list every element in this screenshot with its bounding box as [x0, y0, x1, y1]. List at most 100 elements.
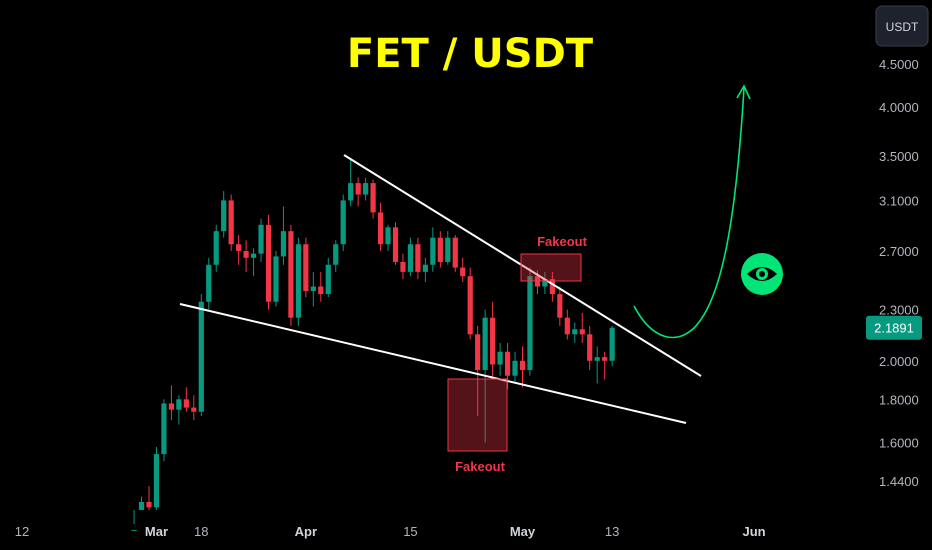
candle-body: [153, 454, 160, 508]
upper-trendline: [343, 154, 702, 377]
candle-body: [176, 399, 182, 410]
candle-body: [288, 231, 294, 318]
candle-body: [318, 286, 324, 295]
candles-series: [131, 158, 615, 531]
candle-body: [236, 244, 242, 251]
candle-body: [549, 279, 555, 295]
candle-body: [452, 237, 458, 268]
candle-body: [437, 237, 443, 262]
candle-body: [198, 301, 204, 412]
candle-body: [273, 256, 279, 302]
candle-body: [243, 250, 249, 258]
candle-body: [146, 501, 152, 508]
candle-body: [527, 276, 533, 371]
x-tick-label: 18: [194, 524, 208, 539]
candle-body: [564, 317, 570, 335]
x-tick-label: 12: [15, 524, 29, 539]
candle-body: [557, 294, 563, 318]
candle-body: [213, 231, 219, 265]
x-axis[interactable]: 12 Mar 18 Apr 15 May 13 Jun: [15, 524, 766, 539]
candle-body: [602, 357, 608, 361]
chart-title: FET / USDT: [347, 31, 594, 77]
candle-body: [183, 399, 189, 408]
candle-body: [579, 329, 585, 335]
candle-body: [445, 237, 451, 262]
fakeout-label-lower: Fakeout: [455, 459, 506, 474]
candle-body: [258, 224, 264, 254]
candle-body: [280, 231, 287, 257]
candle-body: [542, 279, 548, 287]
projection-arrow: [633, 84, 751, 339]
candle-body: [265, 224, 272, 302]
y-tick-label: 3.5000: [879, 149, 919, 164]
candle-body: [228, 200, 234, 245]
candle-body: [392, 227, 399, 262]
candle-body: [138, 501, 145, 510]
candle-body: [482, 317, 488, 371]
candle-body: [333, 244, 339, 265]
candle-body: [355, 183, 361, 195]
y-tick-label: 2.3000: [879, 303, 919, 318]
candle-body: [295, 244, 301, 318]
candle-body: [131, 529, 137, 531]
candle-body: [422, 264, 428, 272]
lower-trendline: [179, 303, 687, 424]
candle-body: [250, 253, 257, 258]
candle-body: [168, 403, 174, 410]
currency-badge[interactable]: USDT: [875, 5, 929, 47]
candle-body: [460, 267, 466, 277]
x-tick-label: 15: [403, 524, 417, 539]
y-tick-label: 1.4400: [879, 474, 919, 489]
candle-body: [363, 183, 369, 195]
y-tick-label: 4.5000: [879, 57, 919, 72]
candle-body: [512, 360, 518, 376]
candle-body: [385, 227, 391, 245]
candle-body: [325, 264, 331, 295]
candle-body: [490, 317, 496, 365]
y-tick-label: 4.0000: [879, 100, 919, 115]
candle-body: [340, 200, 346, 245]
candle-body: [415, 244, 421, 272]
candle-body: [594, 357, 600, 361]
y-tick-label: 1.6000: [879, 435, 919, 450]
y-tick-label: 2.0000: [879, 354, 919, 369]
candle-body: [609, 327, 615, 361]
candle-body: [191, 407, 197, 412]
candle-body: [348, 183, 354, 201]
wedge-trendlines: [179, 154, 702, 424]
candle-body: [370, 183, 376, 213]
x-tick-label: Jun: [742, 524, 765, 539]
x-tick-label: 13: [605, 524, 619, 539]
candle-body: [572, 329, 578, 335]
candle-body: [400, 261, 406, 272]
x-tick-label: Apr: [295, 524, 317, 539]
current-price-badge: 2.1891: [866, 315, 922, 340]
candle-body: [497, 351, 503, 365]
candle-body: [310, 286, 316, 292]
candle-body: [303, 244, 309, 292]
y-tick-label: 3.1000: [879, 193, 919, 208]
candle-body: [407, 244, 414, 272]
y-axis[interactable]: 4.5000 4.0000 3.5000 3.1000 2.7000 2.3000 2.00…: [879, 57, 919, 489]
candle-body: [206, 264, 212, 302]
candle-body: [504, 351, 511, 376]
currency-label: USDT: [886, 20, 919, 34]
candle-body: [430, 237, 436, 265]
fakeout-box-upper: Fakeout: [520, 234, 588, 282]
candle-body: [467, 276, 473, 335]
candle-body: [161, 403, 167, 455]
candle-body: [587, 334, 593, 361]
y-tick-label: 2.7000: [879, 244, 919, 259]
candle-body: [519, 360, 526, 371]
y-tick-label: 1.8000: [879, 392, 919, 407]
candle-body: [475, 334, 481, 371]
x-tick-label: Mar: [145, 524, 168, 539]
fakeout-label-upper: Fakeout: [537, 234, 588, 249]
x-tick-label: May: [510, 524, 536, 539]
candle-body: [377, 212, 384, 245]
current-price-label: 2.1891: [874, 321, 914, 336]
candle-body: [221, 200, 227, 232]
eye-icon: [741, 253, 783, 295]
fakeout-box-lower: Fakeout: [447, 378, 508, 474]
